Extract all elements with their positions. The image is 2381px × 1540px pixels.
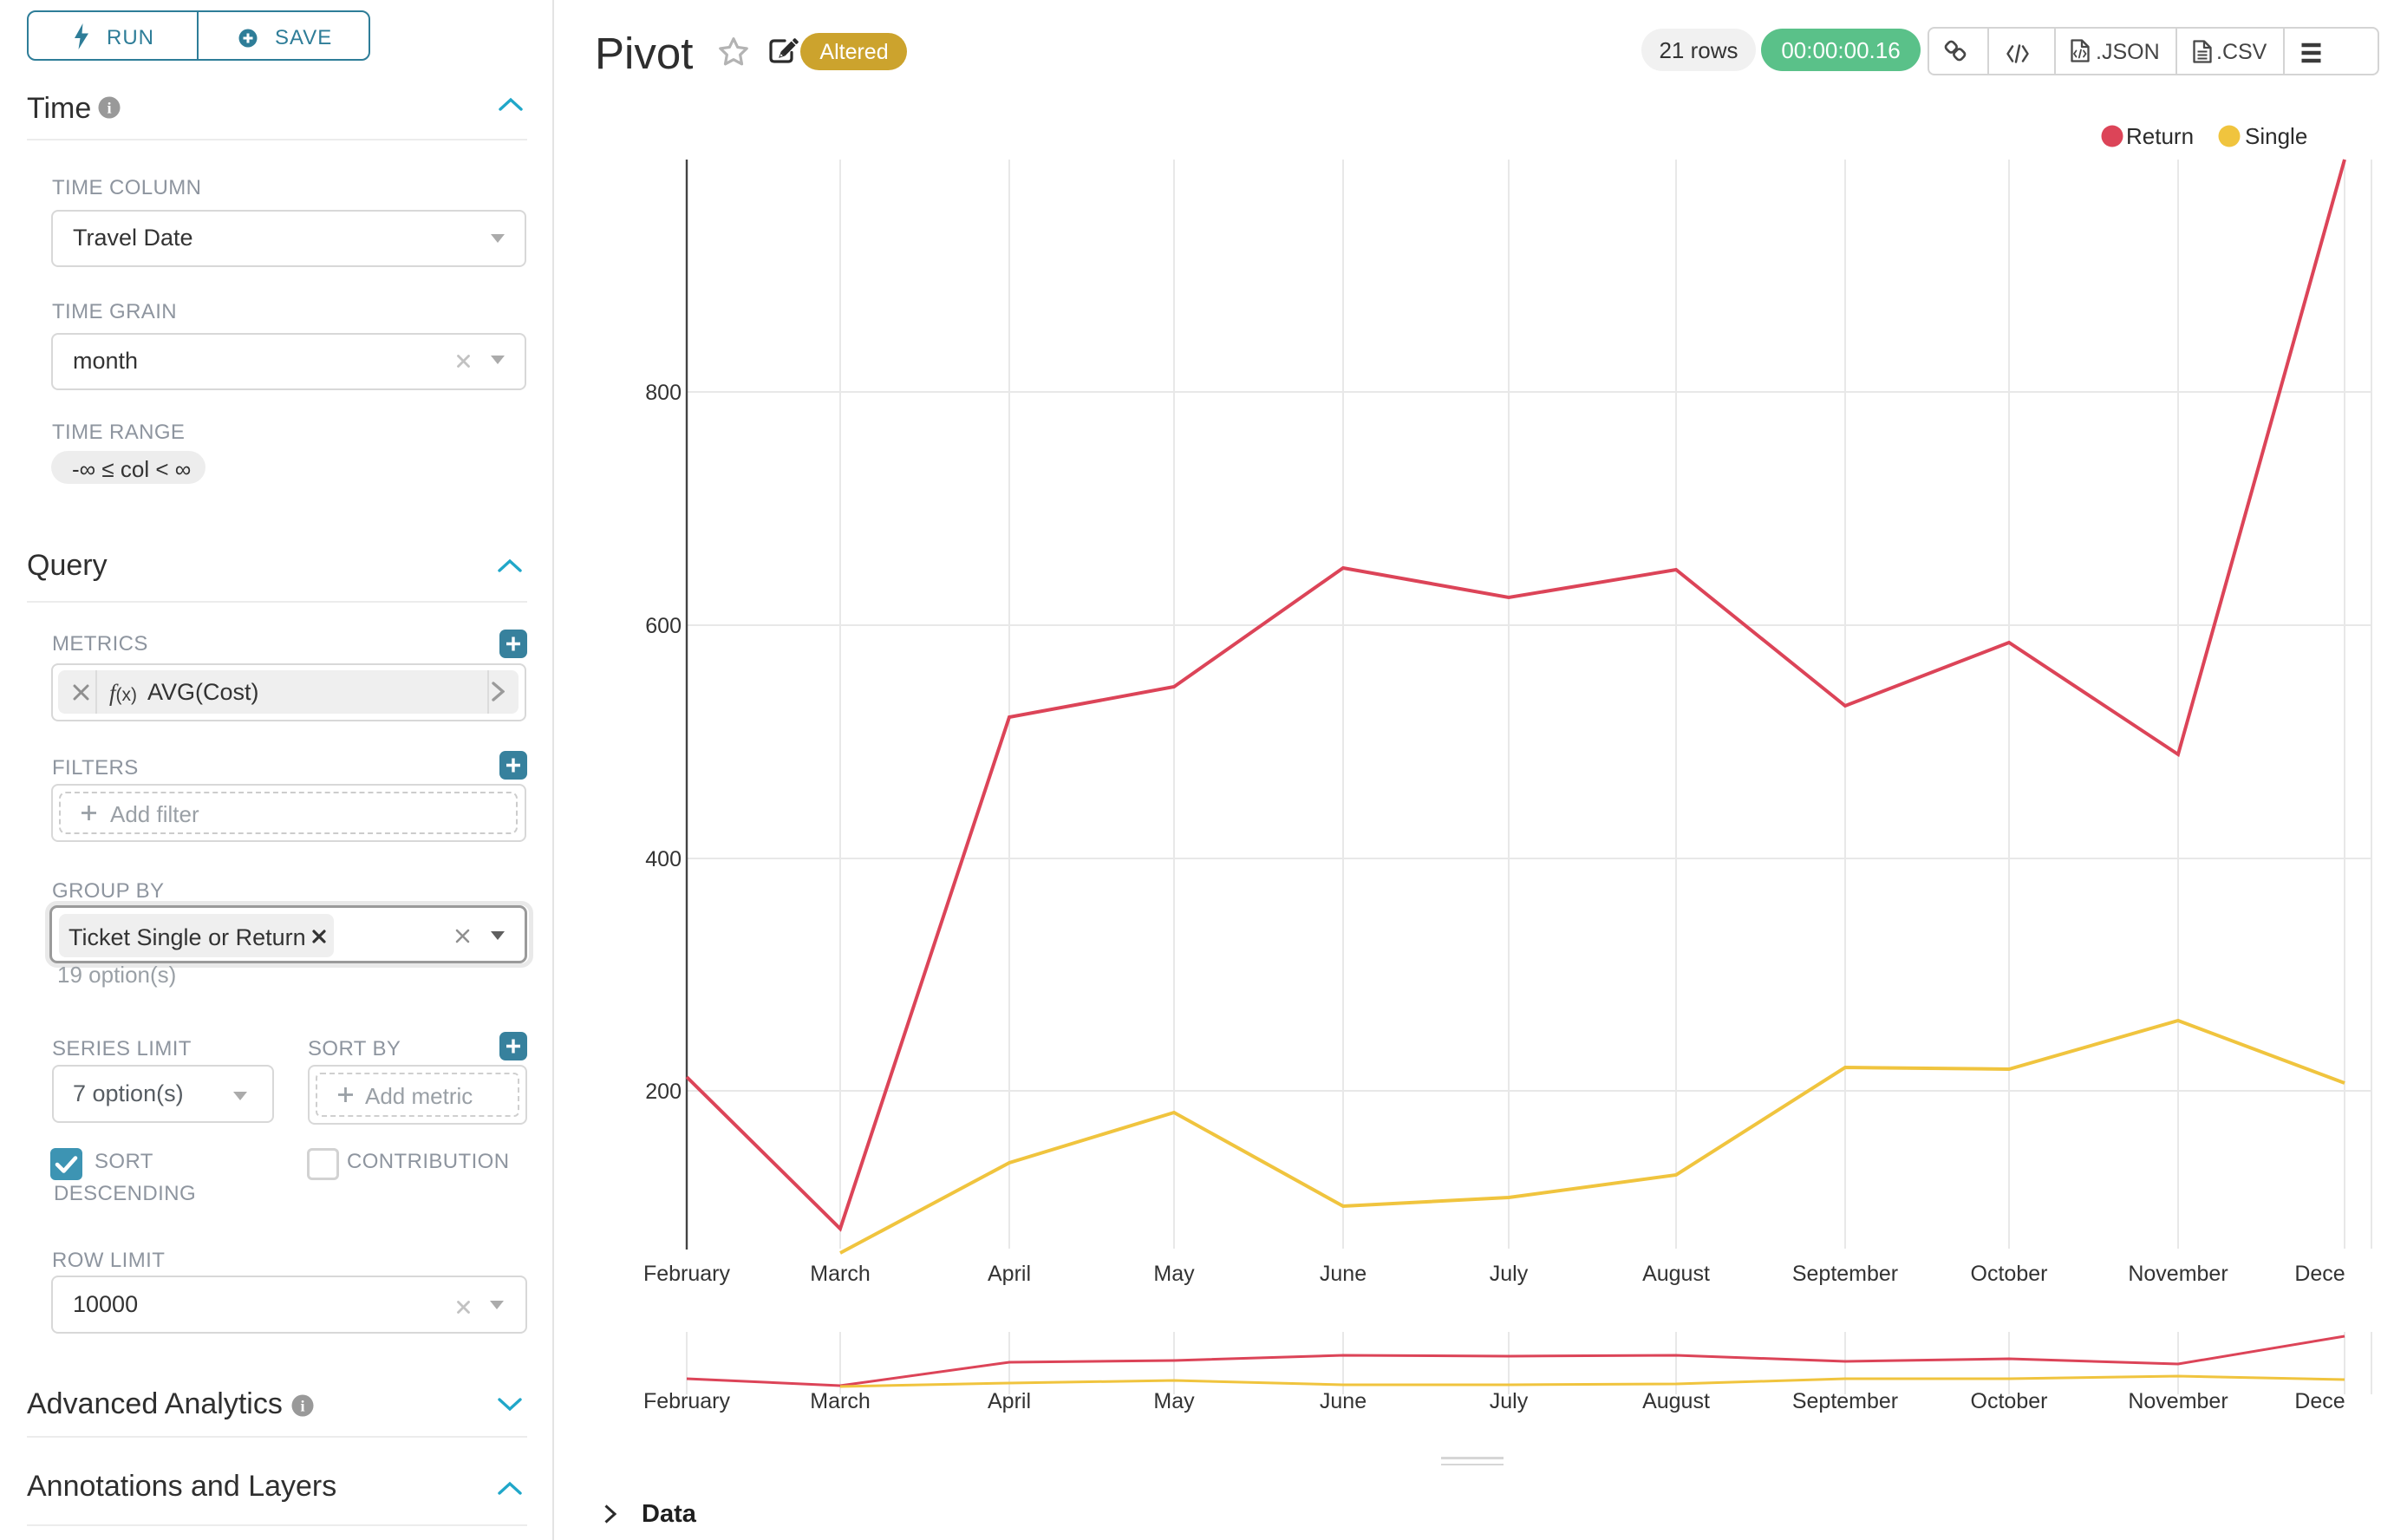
svg-text:March: March bbox=[810, 1262, 870, 1286]
svg-text:800: 800 bbox=[645, 381, 682, 405]
svg-text:April: April bbox=[988, 1389, 1031, 1413]
svg-text:Return: Return bbox=[2126, 123, 2194, 149]
svg-text:February: February bbox=[643, 1389, 731, 1413]
svg-text:August: August bbox=[1642, 1262, 1710, 1286]
svg-text:February: February bbox=[643, 1262, 731, 1286]
svg-text:July: July bbox=[1490, 1262, 1529, 1286]
svg-text:June: June bbox=[1320, 1389, 1367, 1413]
svg-text:600: 600 bbox=[645, 614, 682, 638]
svg-text:April: April bbox=[988, 1262, 1031, 1286]
svg-text:June: June bbox=[1320, 1262, 1367, 1286]
svg-text:August: August bbox=[1642, 1389, 1710, 1413]
svg-text:Single: Single bbox=[2245, 123, 2307, 149]
svg-text:i: i bbox=[300, 1397, 304, 1414]
svg-text:December: December bbox=[2294, 1262, 2381, 1286]
svg-text:December: December bbox=[2294, 1389, 2381, 1413]
svg-text:May: May bbox=[1153, 1389, 1195, 1413]
svg-text:200: 200 bbox=[645, 1080, 682, 1104]
svg-text:400: 400 bbox=[645, 847, 682, 871]
svg-text:October: October bbox=[1971, 1389, 2048, 1413]
svg-text:November: November bbox=[2128, 1262, 2228, 1286]
svg-text:May: May bbox=[1153, 1262, 1195, 1286]
svg-text:i: i bbox=[107, 99, 111, 116]
svg-text:March: March bbox=[810, 1389, 870, 1413]
svg-text:July: July bbox=[1490, 1389, 1529, 1413]
svg-text:September: September bbox=[1792, 1262, 1898, 1286]
svg-text:November: November bbox=[2128, 1389, 2228, 1413]
svg-text:September: September bbox=[1792, 1389, 1898, 1413]
svg-text:October: October bbox=[1971, 1262, 2048, 1286]
